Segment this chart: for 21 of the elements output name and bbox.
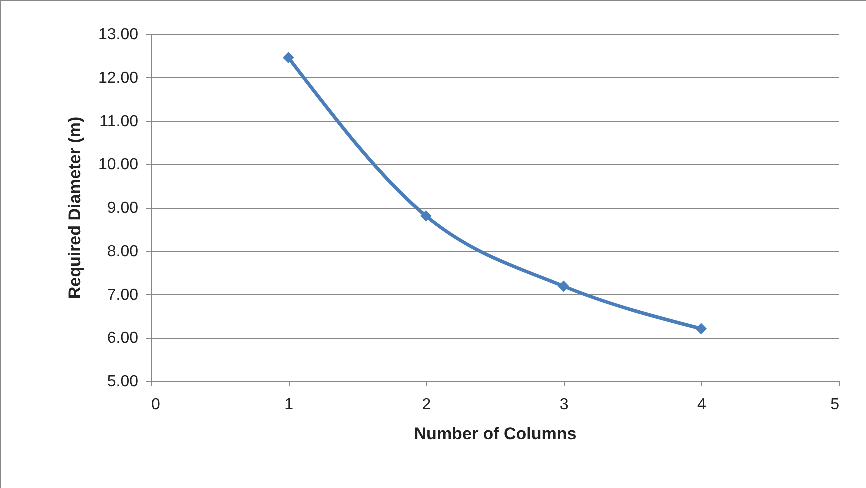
y-tick-label: 10.00 <box>98 156 139 174</box>
point <box>282 52 294 64</box>
x-axis-title: Number of Columns <box>414 424 577 444</box>
y-tick-label: 8.00 <box>107 243 139 260</box>
y-tick-label: 6.00 <box>107 330 139 348</box>
x-tick-label: 1 <box>284 396 294 414</box>
x-tick-label: 2 <box>422 396 432 414</box>
y-tick-label: 12.00 <box>98 70 139 87</box>
y-tick-label: 5.00 <box>107 374 139 390</box>
x-tick-label: 0 <box>152 396 160 414</box>
y-axis-title: Required Diameter (m) <box>65 116 84 300</box>
point <box>696 323 708 335</box>
y-tick-label: 9.00 <box>107 200 139 217</box>
y-tick-label: 7.00 <box>107 286 139 304</box>
x-tick-label: 3 <box>560 396 569 414</box>
y-tick-label: 11.00 <box>100 113 139 130</box>
x-tick-label: 4 <box>697 396 706 414</box>
point <box>420 210 432 222</box>
x-tick-label: 5 <box>830 396 840 414</box>
point <box>558 280 570 292</box>
y-tick-label: 13.00 <box>98 26 139 44</box>
